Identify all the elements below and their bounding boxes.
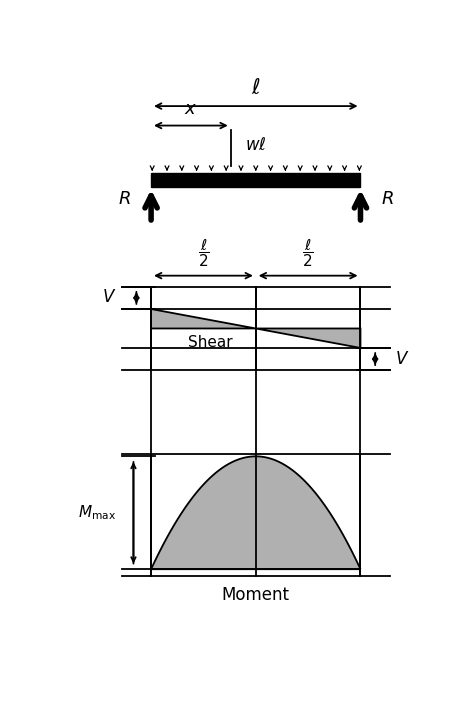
Text: $\dfrac{\ell}{2}$: $\dfrac{\ell}{2}$ [302,238,314,269]
Text: $V$: $V$ [102,290,116,306]
Polygon shape [151,309,256,329]
Bar [151,173,360,187]
Text: Shear: Shear [188,335,232,350]
Text: $V$: $V$ [395,351,410,367]
Text: $R$: $R$ [118,190,131,208]
Text: $M_{\rm max}$: $M_{\rm max}$ [78,503,116,522]
Text: $\ell$: $\ell$ [251,78,261,98]
Text: $x$: $x$ [184,100,198,118]
Text: $R$: $R$ [381,190,393,208]
Text: Moment: Moment [222,586,290,604]
Polygon shape [151,456,360,569]
Polygon shape [256,329,360,348]
Text: $w\ell$: $w\ell$ [245,137,266,155]
Text: $\dfrac{\ell}{2}$: $\dfrac{\ell}{2}$ [198,238,210,269]
